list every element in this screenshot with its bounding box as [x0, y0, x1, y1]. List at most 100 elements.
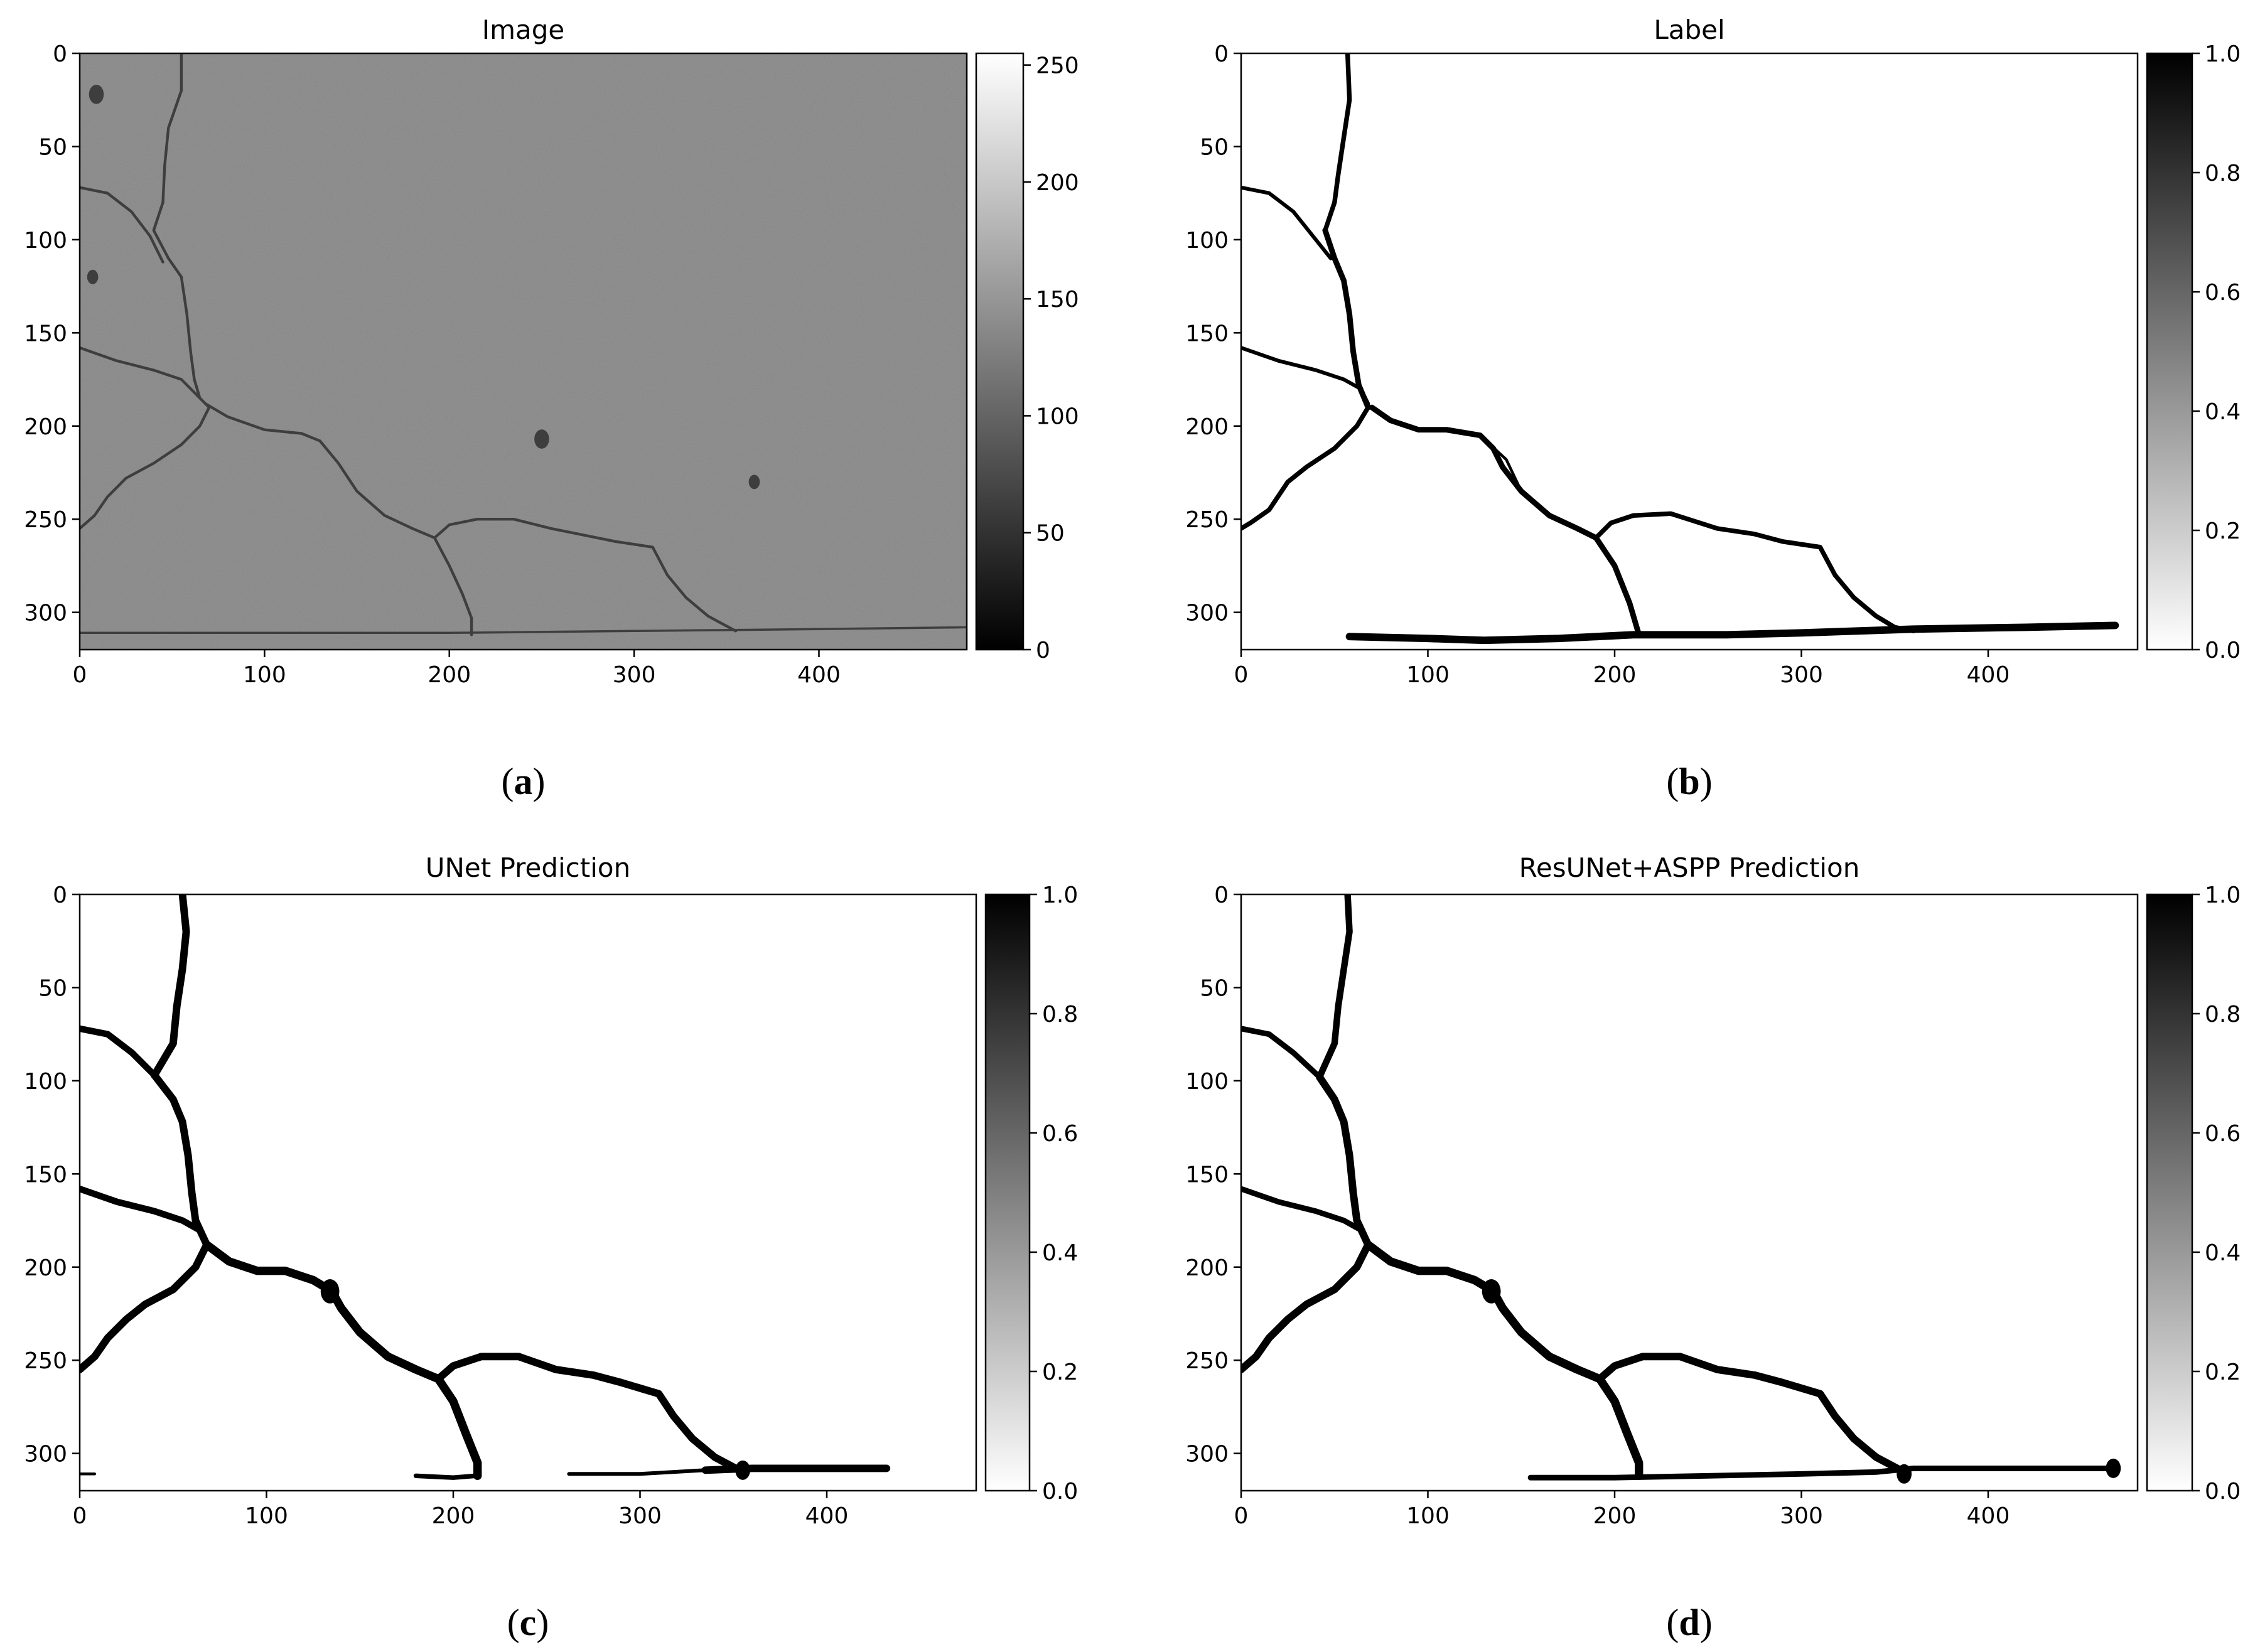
image-background [1241, 53, 2138, 650]
y-tick-label: 150 [24, 1162, 67, 1188]
y-tick-label: 0 [53, 882, 67, 908]
colorbar-tick-label: 150 [1036, 287, 1079, 313]
x-tick-label: 200 [428, 662, 471, 688]
panel-caption: (b) [1666, 761, 1712, 802]
axes-frame [1240, 893, 2139, 1492]
panel-caption: (c) [507, 1602, 549, 1643]
colorbar-tick-label: 0.8 [2205, 1002, 2241, 1027]
crack-7 [1596, 1353, 1908, 1476]
crack-9 [1345, 621, 2119, 645]
y-tick-label: 50 [38, 134, 67, 160]
y-tick-label: 300 [24, 1442, 67, 1467]
x-tick-label: 100 [1406, 662, 1450, 688]
y-tick-label: 50 [1200, 975, 1229, 1001]
crack-1 [1316, 894, 1353, 1081]
y-tick-label: 250 [24, 507, 67, 533]
colorbar-tick-label: 1.0 [2205, 41, 2241, 67]
y-tick-label: 300 [1185, 1442, 1229, 1467]
x-tick-label: 100 [243, 662, 286, 688]
spot-3 [2106, 1458, 2121, 1478]
crack-9 [567, 1468, 708, 1476]
colorbar-tick-label: 0.0 [2205, 638, 2241, 663]
crack-2 [80, 186, 164, 264]
crack-1 [1323, 53, 1352, 233]
colorbar-tick-label: 0.2 [2205, 1360, 2241, 1385]
crack-4 [1241, 1186, 1371, 1248]
colorbar-tick-label: 0 [1036, 638, 1050, 663]
panel-a: 0 100 200 300 400 0 50 100 150 200 250 300 Image 0 50 1… [24, 14, 1079, 802]
spot-1 [89, 85, 104, 104]
spot-2 [1897, 1464, 1912, 1484]
x-tick-label: 0 [73, 1503, 87, 1529]
colorbar-tick-label: 0.0 [2205, 1479, 2241, 1504]
x-tick-label: 300 [613, 662, 656, 688]
x-tick-label: 100 [245, 1503, 288, 1529]
colorbar-tick-label: 0.8 [1042, 1002, 1078, 1027]
colorbar-tick-label: 0.0 [1042, 1479, 1078, 1504]
crack-group [1241, 894, 2121, 1484]
y-tick-label: 0 [1214, 882, 1229, 908]
colorbar-tick-label: 100 [1036, 404, 1079, 429]
y-tick-label: 0 [53, 41, 67, 67]
x-tick-label: 300 [618, 1503, 662, 1529]
panel-d: 0 100 200 300 400 0 50 100 150 200 250 300 ResUNet+A… [1185, 852, 2241, 1643]
spot-2 [87, 269, 99, 284]
y-tick-label: 150 [24, 321, 67, 346]
crack-3 [1241, 185, 1333, 260]
crack-2 [151, 1071, 211, 1249]
spot-4 [748, 475, 760, 490]
crack-8 [1593, 511, 1916, 633]
crack-1 [151, 894, 190, 1079]
colorbar-tick-label: 250 [1036, 53, 1079, 79]
y-tick-label: 300 [1185, 601, 1229, 626]
crack-2 [1315, 1073, 1372, 1249]
x-tick-label: 400 [805, 1503, 849, 1529]
panel-title: Label [1654, 14, 1725, 45]
crack-6 [1364, 1240, 1644, 1480]
spot-2 [735, 1460, 751, 1480]
y-tick-label: 250 [24, 1348, 67, 1374]
crack-5 [204, 402, 473, 636]
image-background [80, 894, 976, 1491]
axes-frame [1240, 52, 2139, 651]
colorbar [2146, 893, 2193, 1492]
y-tick-label: 300 [24, 601, 67, 626]
colorbar-tick-label: 200 [1036, 170, 1079, 196]
y-tick-label: 150 [1185, 321, 1229, 346]
crack-11 [413, 1473, 478, 1480]
y-tick-label: 200 [1185, 1255, 1229, 1281]
y-tick-label: 200 [1185, 414, 1229, 440]
crack-5 [1241, 1241, 1372, 1373]
panel-c: 0 100 200 300 400 0 50 100 150 200 250 300 UNet Pred… [24, 852, 1078, 1643]
image-background [1241, 894, 2138, 1491]
colorbar [2146, 52, 2193, 651]
crack-3 [1241, 1026, 1323, 1080]
x-tick-label: 200 [1593, 662, 1637, 688]
colorbar-tick-label: 0.4 [1042, 1240, 1078, 1266]
x-tick-label: 200 [432, 1503, 475, 1529]
panel-title: UNet Prediction [426, 852, 630, 883]
spot-1 [1482, 1279, 1501, 1304]
axes-frame [78, 893, 977, 1492]
crack-5 [80, 1241, 211, 1373]
crack-7 [1478, 434, 1523, 493]
y-tick-label: 100 [24, 228, 67, 254]
y-tick-label: 250 [1185, 1348, 1229, 1374]
colorbar-tick-label: 1.0 [2205, 882, 2241, 908]
crack-group [80, 894, 891, 1480]
crack-group [1241, 53, 2119, 645]
colorbar-tick-label: 50 [1036, 521, 1065, 547]
y-tick-label: 100 [24, 1069, 67, 1095]
x-tick-label: 400 [1967, 662, 2010, 688]
crack-8 [1527, 1465, 2118, 1481]
y-tick-label: 50 [1200, 134, 1229, 160]
crack-group [80, 53, 967, 636]
crack-7 [434, 1353, 747, 1476]
crack-3 [80, 346, 211, 409]
y-tick-label: 200 [24, 1255, 67, 1281]
crack-6 [433, 518, 738, 633]
colorbar-tick-label: 0.6 [2205, 280, 2241, 306]
crack-4 [80, 405, 211, 530]
y-tick-label: 250 [1185, 507, 1229, 533]
